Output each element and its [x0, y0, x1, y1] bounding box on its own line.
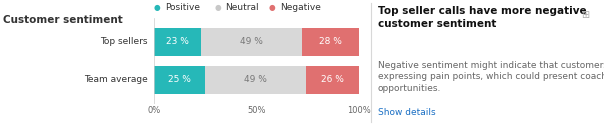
Text: Top seller calls have more negative
customer sentiment: Top seller calls have more negative cust… [378, 6, 586, 29]
Bar [154, 66, 205, 94]
Text: 49 %: 49 % [244, 75, 267, 84]
Bar [302, 28, 359, 56]
Bar [201, 28, 302, 56]
Text: Customer sentiment: Customer sentiment [3, 15, 123, 25]
Text: Top sellers: Top sellers [100, 37, 148, 46]
Text: Negative sentiment might indicate that customers are
expressing pain points, whi: Negative sentiment might indicate that c… [378, 61, 604, 93]
Text: Neutral: Neutral [225, 3, 259, 12]
Text: ●: ● [214, 3, 221, 12]
Text: ●: ● [154, 3, 161, 12]
Text: Positive: Positive [165, 3, 200, 12]
Bar [306, 66, 359, 94]
Bar [154, 28, 201, 56]
Bar [205, 66, 306, 94]
Text: 26 %: 26 % [321, 75, 344, 84]
Text: 25 %: 25 % [169, 75, 191, 84]
Text: 28 %: 28 % [319, 37, 342, 46]
Text: Team average: Team average [84, 75, 148, 84]
Text: Negative: Negative [280, 3, 321, 12]
Text: Show details: Show details [378, 108, 435, 117]
Text: 49 %: 49 % [240, 37, 263, 46]
Text: ●: ● [269, 3, 275, 12]
Text: 23 %: 23 % [166, 37, 189, 46]
Text: ⊞: ⊞ [581, 10, 589, 20]
